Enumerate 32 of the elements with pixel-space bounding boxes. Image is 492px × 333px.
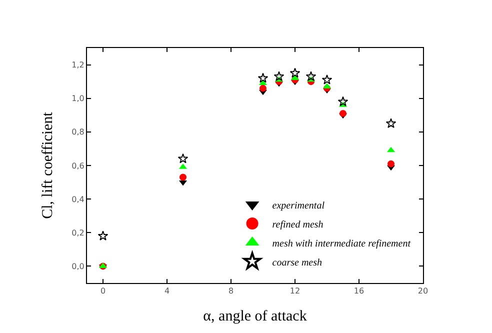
x-tick-label: 12 [290,286,300,296]
point [340,110,346,117]
legend-label: coarse mesh [272,257,322,268]
point [274,71,284,81]
point [178,153,188,164]
x-tick-label: 8 [228,286,234,296]
point [258,72,268,83]
point [260,84,266,92]
y-tick-label: 0,0 [72,262,84,272]
point [98,230,108,240]
y-tick-label: 1,2 [72,60,84,70]
point [322,74,332,84]
point [180,174,186,181]
x-tick-label: 16 [354,286,364,296]
x-axis-title: α, angle of attack [203,308,308,325]
x-tick-label: 20 [418,286,428,296]
point [388,160,394,168]
y-tick-label: 0,4 [72,194,84,204]
legend-label: refined mesh [272,219,324,230]
point [386,118,396,128]
y-tick-label: 0,8 [72,128,84,137]
y-tick-label: 0,2 [72,228,84,238]
x-tick-label: 4 [164,286,170,296]
legend-label: experimental [272,200,325,212]
point [306,71,316,81]
point [290,68,300,78]
y-tick-label: 0,6 [72,161,84,170]
x-tick-label: 0 [100,286,106,296]
point [338,96,348,106]
y-axis-title: Cl, lift coefficient [40,111,56,219]
y-tick-label: 1,0 [72,94,84,104]
legend-label: mesh with intermediate refinement [272,238,411,250]
